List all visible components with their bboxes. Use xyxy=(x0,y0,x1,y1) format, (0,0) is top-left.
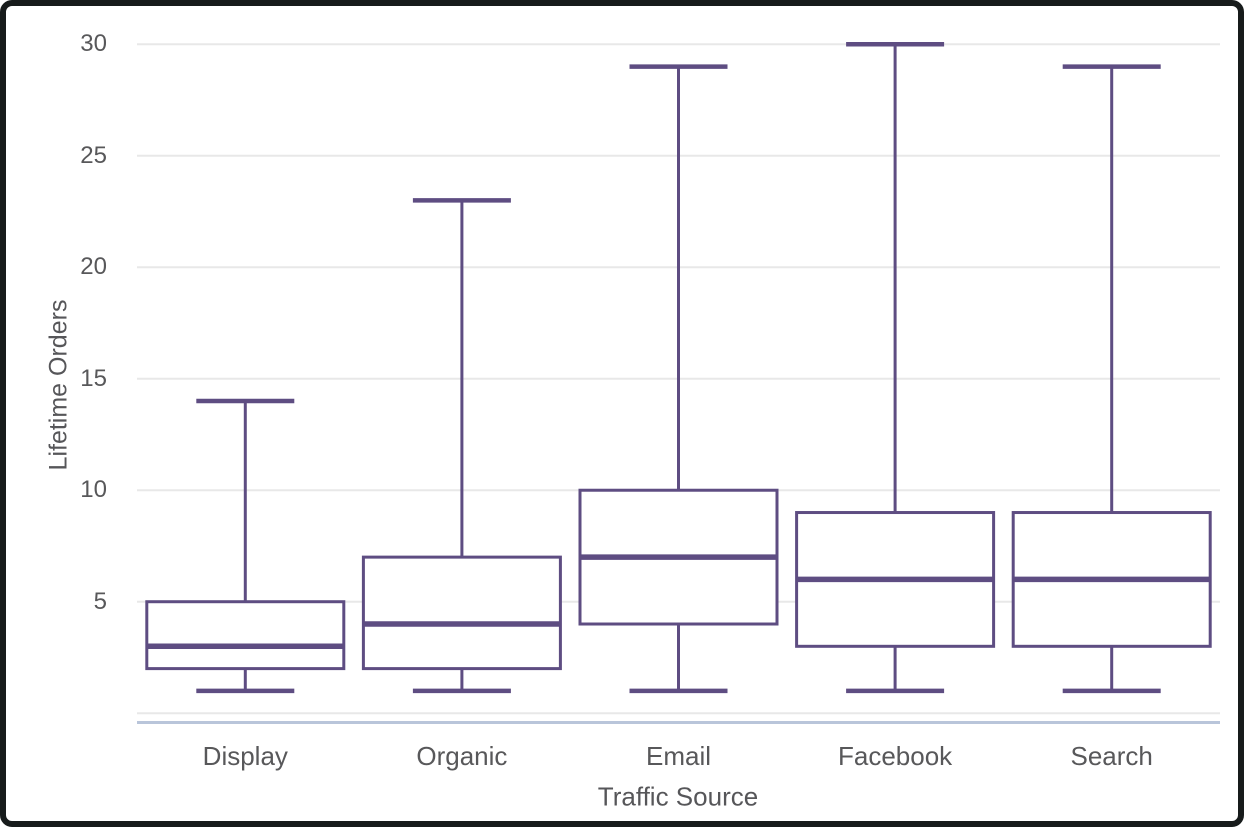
y-tick-label-10: 10 xyxy=(80,476,107,504)
x-category-label-email: Email xyxy=(645,741,711,771)
y-tick-label-30: 30 xyxy=(80,30,107,58)
boxplot-search[interactable] xyxy=(1011,64,1212,694)
x-category-label-facebook: Facebook xyxy=(838,741,953,771)
y-tick-label-15: 15 xyxy=(80,364,107,392)
y-tick-label-25: 25 xyxy=(80,141,107,169)
x-category-label-search: Search xyxy=(1070,741,1153,771)
y-tick-label-5: 5 xyxy=(93,587,107,615)
boxplot-facebook[interactable] xyxy=(795,42,996,694)
x-axis-title: Traffic Source xyxy=(597,781,759,812)
x-category-label-organic: Organic xyxy=(416,741,508,771)
y-axis-title: Lifetime Orders xyxy=(44,299,73,471)
boxplot-organic[interactable] xyxy=(361,198,562,694)
y-tick-label-20: 20 xyxy=(80,253,107,281)
boxplot-email[interactable] xyxy=(578,64,779,694)
x-category-label-display: Display xyxy=(202,741,288,771)
iqr-box[interactable] xyxy=(145,600,346,671)
iqr-box[interactable] xyxy=(361,555,562,671)
boxplot-display[interactable] xyxy=(145,398,346,694)
